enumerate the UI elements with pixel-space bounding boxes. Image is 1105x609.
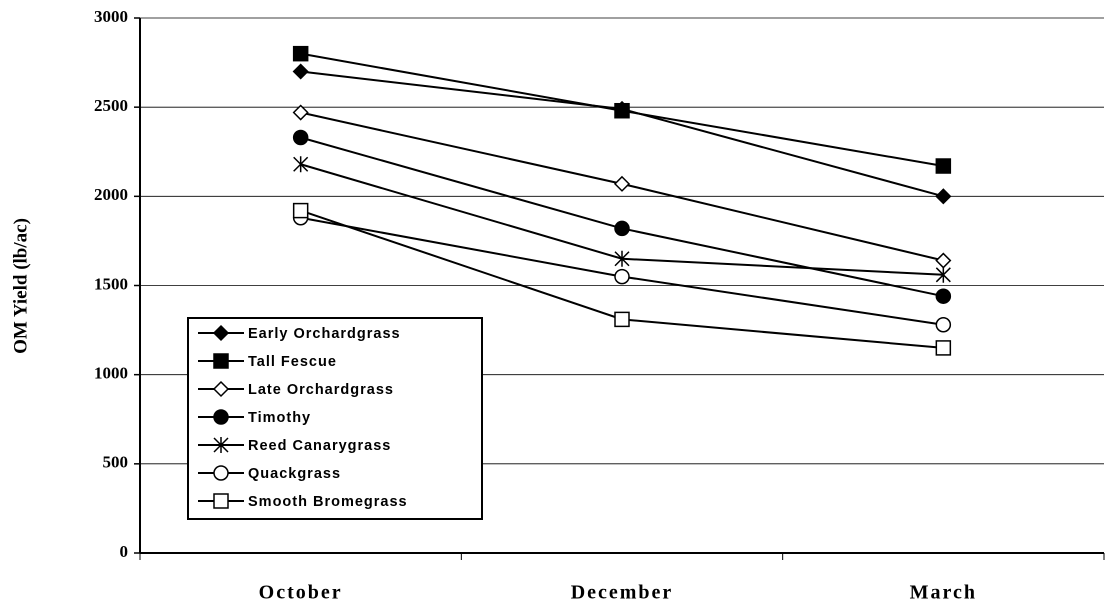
data-point: [614, 220, 630, 237]
data-point: [935, 252, 952, 269]
legend-marker: [212, 380, 230, 398]
x-tick-label: March: [910, 582, 977, 604]
data-point: [935, 316, 952, 333]
legend-box: [187, 317, 483, 520]
legend-marker: [213, 465, 229, 481]
x-tick-label: October: [259, 582, 343, 604]
data-point: [935, 288, 952, 304]
y-axis-label: OM Yield (lb/ac): [10, 218, 31, 354]
data-point: [935, 340, 952, 356]
data-point: [614, 268, 630, 285]
y-tick-label: 0: [120, 542, 129, 561]
data-point: [614, 311, 630, 328]
data-point: [292, 129, 309, 146]
y-tick-label: 1000: [94, 364, 128, 383]
x-tick-label: December: [571, 582, 674, 604]
legend-marker: [213, 409, 229, 425]
data-point: [935, 158, 952, 174]
data-point: [292, 202, 309, 219]
legend-label: Quackgrass: [248, 466, 341, 482]
data-point: [614, 250, 630, 267]
legend-label: Early Orchardgrass: [248, 326, 401, 342]
legend-marker: [213, 493, 229, 509]
legend-label: Timothy: [248, 410, 311, 426]
y-tick-label: 500: [103, 453, 129, 472]
legend-marker: [213, 353, 229, 369]
data-point: [292, 45, 309, 62]
legend-marker: [212, 324, 230, 342]
y-tick-label: 2500: [94, 96, 128, 115]
legend-label: Smooth Bromegrass: [248, 494, 408, 510]
y-tick-label: 2000: [94, 185, 128, 204]
data-point: [613, 175, 631, 192]
data-point: [293, 156, 309, 173]
legend-label: Tall Fescue: [248, 354, 337, 370]
y-tick-label: 1500: [94, 274, 128, 293]
data-point: [614, 102, 630, 119]
y-tick-label: 3000: [94, 7, 128, 26]
legend-label: Late Orchardgrass: [248, 382, 394, 398]
legend-marker: [213, 437, 229, 453]
data-point: [935, 266, 951, 283]
data-point: [292, 104, 309, 121]
data-point: [935, 188, 952, 205]
legend-label: Reed Canarygrass: [248, 438, 391, 454]
data-point: [292, 63, 309, 80]
